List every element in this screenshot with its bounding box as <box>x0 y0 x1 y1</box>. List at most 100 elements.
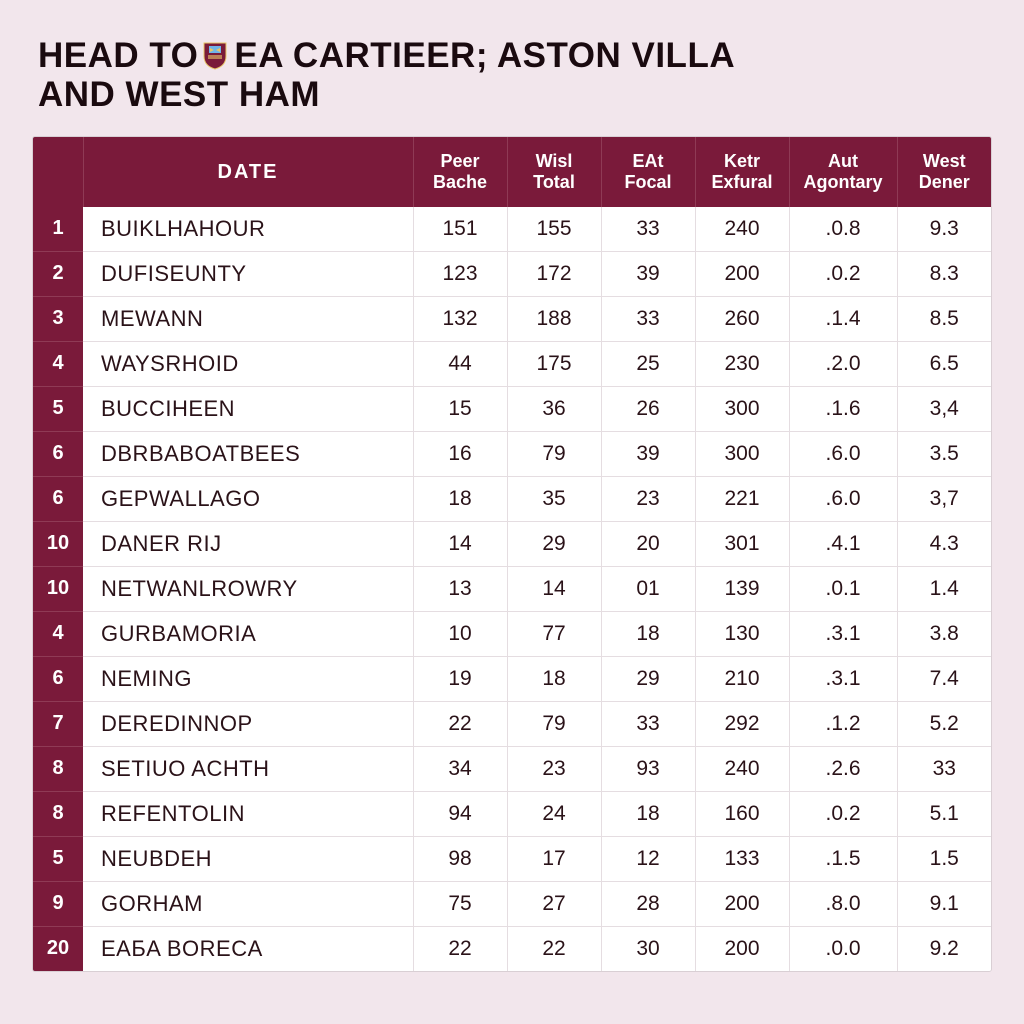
stat-cell-c2: 17 <box>507 836 601 881</box>
stat-cell-c4: 221 <box>695 476 789 521</box>
header-c6: West Dener <box>897 137 991 206</box>
table-row: 5NEUBDEH981712133.1.51.5 <box>33 836 991 881</box>
rank-cell: 2 <box>33 251 83 296</box>
table-row: 6DBRBABOATBEES167939300.6.03.5 <box>33 431 991 476</box>
date-cell: DEREDINNOP <box>83 701 413 746</box>
table-row: 4WAYSRHOID4417525230.2.06.5 <box>33 341 991 386</box>
date-cell: EAБA BORECA <box>83 926 413 971</box>
stat-cell-c4: 260 <box>695 296 789 341</box>
stat-cell-c4: 139 <box>695 566 789 611</box>
rank-cell: 9 <box>33 881 83 926</box>
stat-cell-c1: 98 <box>413 836 507 881</box>
table-row: 6GEPWALLAGO183523221.6.03,7 <box>33 476 991 521</box>
date-cell: WAYSRHOID <box>83 341 413 386</box>
header-date: DATE <box>83 137 413 206</box>
stat-cell-c5: .0.1 <box>789 566 897 611</box>
stat-cell-c4: 160 <box>695 791 789 836</box>
stat-cell-c5: .0.2 <box>789 791 897 836</box>
stat-cell-c5: .1.2 <box>789 701 897 746</box>
stat-cell-c3: 23 <box>601 476 695 521</box>
stat-cell-c2: 36 <box>507 386 601 431</box>
date-cell: REFENTOLIN <box>83 791 413 836</box>
table-row: 5BUCCIHEEN153626300.1.63,4 <box>33 386 991 431</box>
table-row: 8REFENTOLIN942418160.0.25.1 <box>33 791 991 836</box>
stat-cell-c6: 8.3 <box>897 251 991 296</box>
stat-cell-c1: 15 <box>413 386 507 431</box>
stat-cell-c1: 75 <box>413 881 507 926</box>
stat-cell-c4: 300 <box>695 386 789 431</box>
stat-cell-c3: 12 <box>601 836 695 881</box>
date-cell: GORHAM <box>83 881 413 926</box>
table-row: 6NEMING191829210.3.17.4 <box>33 656 991 701</box>
stat-cell-c5: .0.2 <box>789 251 897 296</box>
table-row: 7DEREDINNOP227933292.1.25.2 <box>33 701 991 746</box>
stat-cell-c5: .2.0 <box>789 341 897 386</box>
header-c4: Ketr Exfural <box>695 137 789 206</box>
stat-cell-c1: 22 <box>413 926 507 971</box>
stat-cell-c2: 188 <box>507 296 601 341</box>
stat-cell-c6: 3.8 <box>897 611 991 656</box>
stat-cell-c3: 25 <box>601 341 695 386</box>
table-row: 1BUIKLHAHOUR15115533240.0.89.3 <box>33 207 991 252</box>
stat-cell-c2: 79 <box>507 701 601 746</box>
stat-cell-c3: 93 <box>601 746 695 791</box>
stat-cell-c1: 10 <box>413 611 507 656</box>
table-body: 1BUIKLHAHOUR15115533240.0.89.32DUFISEUNT… <box>33 207 991 971</box>
stat-cell-c2: 35 <box>507 476 601 521</box>
stat-cell-c1: 94 <box>413 791 507 836</box>
title-line-2: AND WEST HAM <box>38 75 992 114</box>
stat-cell-c4: 240 <box>695 746 789 791</box>
title-part-2: EA CARTIEER; ASTON VILLA <box>234 36 735 75</box>
date-cell: DBRBABOATBEES <box>83 431 413 476</box>
date-cell: DANER RIJ <box>83 521 413 566</box>
rank-cell: 4 <box>33 341 83 386</box>
stat-cell-c4: 292 <box>695 701 789 746</box>
stat-cell-c3: 30 <box>601 926 695 971</box>
stat-cell-c6: 5.1 <box>897 791 991 836</box>
rank-cell: 10 <box>33 521 83 566</box>
header-c5: Aut Agontary <box>789 137 897 206</box>
rank-cell: 8 <box>33 791 83 836</box>
page-title-block: HEAD TO EA CARTIEER; ASTON VILLA AND WES… <box>32 36 992 114</box>
table-row: 10DANER RIJ142920301.4.14.3 <box>33 521 991 566</box>
stat-cell-c5: .6.0 <box>789 431 897 476</box>
rank-cell: 6 <box>33 431 83 476</box>
stat-cell-c3: 39 <box>601 251 695 296</box>
rank-cell: 1 <box>33 207 83 252</box>
table-header: DATE Peer Bache Wisl Total EAt Focal Ket… <box>33 137 991 206</box>
stat-cell-c6: 4.3 <box>897 521 991 566</box>
rank-cell: 5 <box>33 386 83 431</box>
stat-cell-c5: .8.0 <box>789 881 897 926</box>
title-part-1: HEAD TO <box>38 36 198 75</box>
stat-cell-c1: 132 <box>413 296 507 341</box>
stat-cell-c6: 5.2 <box>897 701 991 746</box>
stat-cell-c4: 230 <box>695 341 789 386</box>
stat-cell-c3: 18 <box>601 611 695 656</box>
table-row: 2DUFISEUNTY12317239200.0.28.3 <box>33 251 991 296</box>
stat-cell-c6: 3.5 <box>897 431 991 476</box>
stat-cell-c3: 28 <box>601 881 695 926</box>
stat-cell-c5: .4.1 <box>789 521 897 566</box>
stat-cell-c2: 18 <box>507 656 601 701</box>
stat-cell-c2: 22 <box>507 926 601 971</box>
stat-cell-c1: 22 <box>413 701 507 746</box>
stat-cell-c1: 14 <box>413 521 507 566</box>
stat-cell-c6: 9.2 <box>897 926 991 971</box>
table-row: 3MEWANN13218833260.1.48.5 <box>33 296 991 341</box>
header-date-label: DATE <box>218 161 279 183</box>
date-cell: GEPWALLAGO <box>83 476 413 521</box>
header-rank <box>33 137 83 206</box>
stat-cell-c6: 7.4 <box>897 656 991 701</box>
table-row: 20EAБA BORECA222230200.0.09.2 <box>33 926 991 971</box>
header-c1: Peer Bache <box>413 137 507 206</box>
stat-cell-c5: .2.6 <box>789 746 897 791</box>
stat-cell-c6: 33 <box>897 746 991 791</box>
stat-cell-c4: 200 <box>695 926 789 971</box>
stat-cell-c6: 9.3 <box>897 207 991 252</box>
rank-cell: 6 <box>33 656 83 701</box>
stat-cell-c1: 18 <box>413 476 507 521</box>
stat-cell-c5: .3.1 <box>789 611 897 656</box>
stat-cell-c2: 27 <box>507 881 601 926</box>
stat-cell-c3: 33 <box>601 296 695 341</box>
date-cell: SETIUO ACHTH <box>83 746 413 791</box>
